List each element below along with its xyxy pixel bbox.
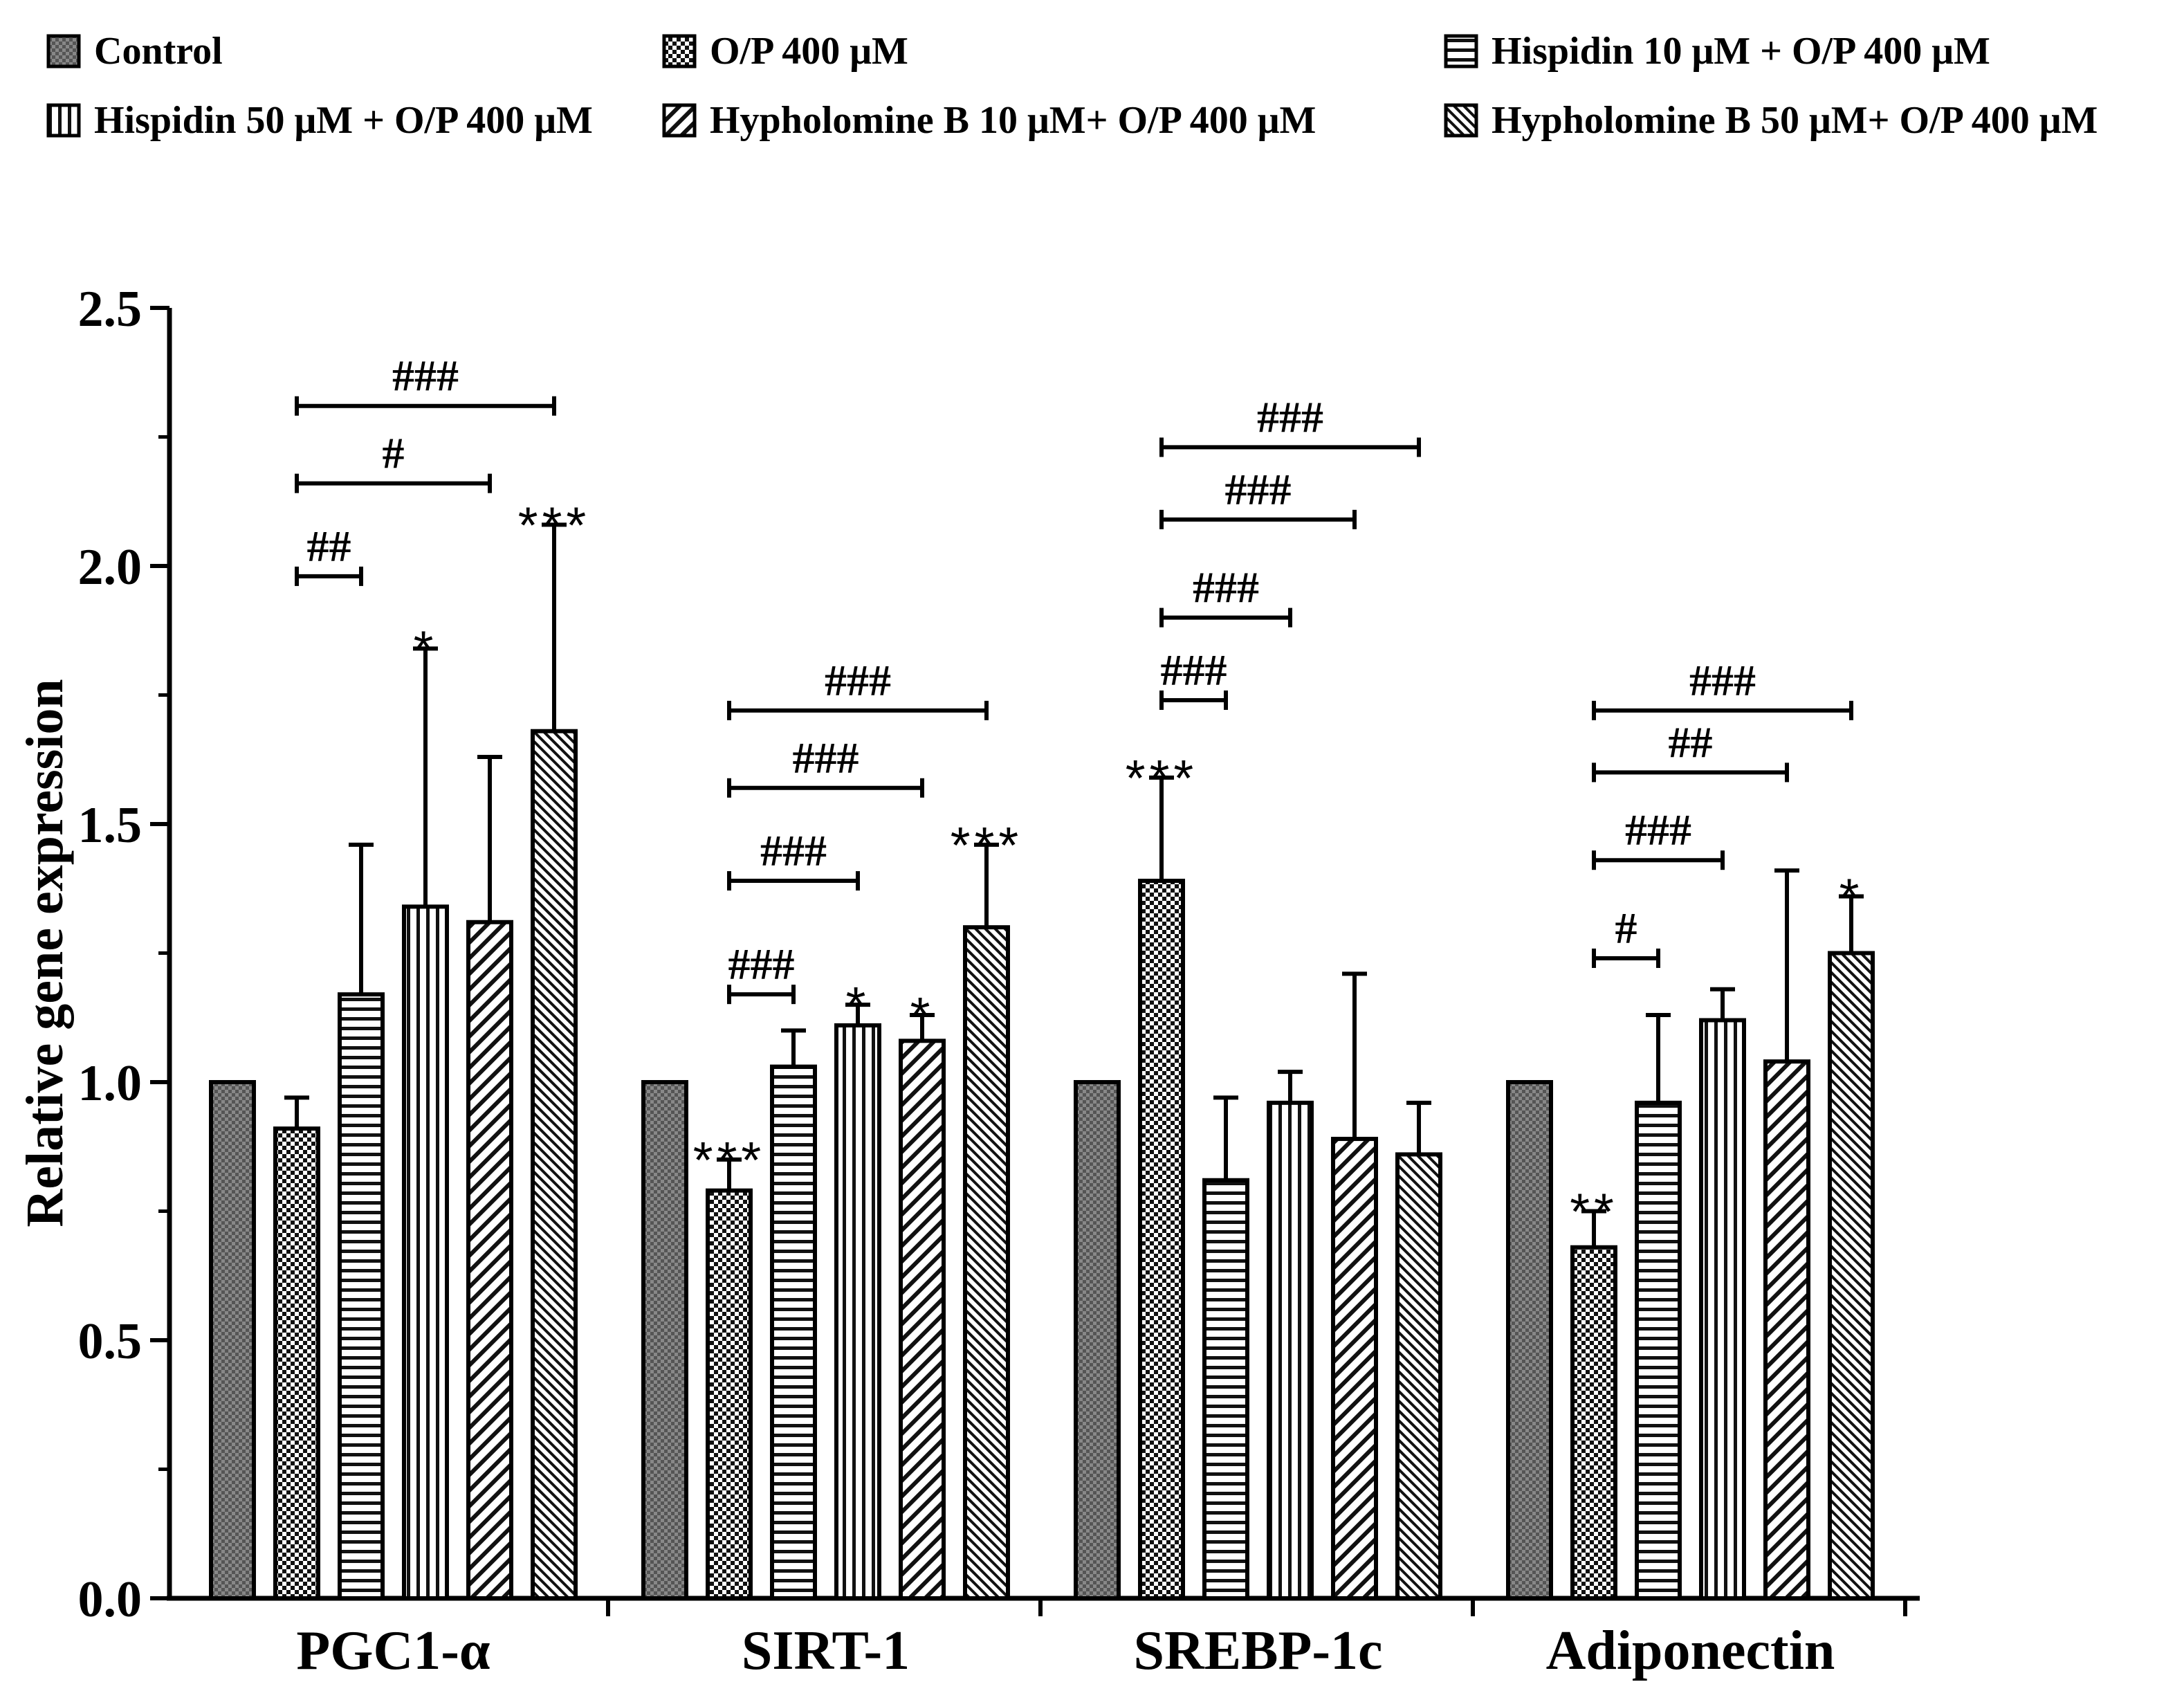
y-tick-label: 2.5 <box>78 281 143 338</box>
legend-label: Hypholomine B 10 μM+ O/P 400 μM <box>710 99 1316 142</box>
bar <box>1331 1137 1378 1601</box>
significance-star: * <box>910 987 935 1044</box>
comparison-bracket: ### <box>295 351 556 416</box>
bars <box>209 522 1875 1601</box>
bar <box>338 992 385 1601</box>
comparison-bracket: # <box>1592 904 1660 968</box>
x-category-label: PGC1-α <box>296 1620 490 1681</box>
y-tick-label: 1.5 <box>78 797 143 854</box>
legend-label: O/P 400 μM <box>710 30 908 73</box>
significance-star: *** <box>518 496 590 554</box>
legend-item: Hispidin 50 μM + O/P 400 μM <box>46 99 593 142</box>
y-tick-label: 1.0 <box>78 1055 143 1112</box>
y-tick-label: 0.0 <box>78 1571 143 1628</box>
x-category-label: Adiponectin <box>1546 1620 1835 1681</box>
bracket-label: # <box>1615 904 1637 953</box>
significance-star: *** <box>693 1131 765 1189</box>
comparison-bracket: ### <box>1159 465 1357 529</box>
legend-swatch <box>46 34 81 68</box>
axes: 0.0 0.5 1.0 1.5 2.0 2.5 PGC1-α SIRT-1 SREBP-1c Ad… <box>16 281 1920 1681</box>
bar <box>1267 1100 1314 1600</box>
legend-label: Control <box>94 30 223 73</box>
legend-item: Control <box>46 30 223 73</box>
x-category-label: SIRT-1 <box>742 1620 910 1681</box>
bracket-label: ### <box>793 733 859 783</box>
bracket-label: ### <box>760 826 827 875</box>
y-tick-label: 2.0 <box>78 539 143 596</box>
comparison-bracket: ### <box>727 733 924 798</box>
legend-swatch <box>662 103 697 138</box>
bar <box>1202 1178 1249 1600</box>
bracket-label: ### <box>392 351 459 401</box>
bracket-label: ## <box>307 522 351 571</box>
bar <box>209 1080 256 1600</box>
bar <box>531 729 578 1600</box>
comparison-bracket: ### <box>1159 563 1292 628</box>
bar <box>1763 1059 1810 1601</box>
bar <box>273 1126 320 1600</box>
comparison-bracket: ### <box>727 656 989 720</box>
legend-label: Hispidin 10 μM + O/P 400 μM <box>1492 30 1990 73</box>
bar <box>770 1064 817 1600</box>
comparison-bracket: ### <box>727 940 796 1005</box>
significance-star: ** <box>1570 1183 1618 1241</box>
legend-item: Hypholomine B 50 μM+ O/P 400 μM <box>1444 99 2098 142</box>
comparison-bracket: ### <box>1592 656 1853 720</box>
comparison-bracket: # <box>295 429 492 493</box>
significance-star: * <box>414 620 438 677</box>
annotations: ******** **********################## ####… <box>295 351 1864 1241</box>
legend-item: Hispidin 10 μM + O/P 400 μM <box>1444 30 1990 73</box>
legend-label: Hispidin 50 μM + O/P 400 μM <box>94 99 593 142</box>
bracket-label: ### <box>1257 392 1323 441</box>
bar <box>466 920 513 1600</box>
legend-item: Hypholomine B 10 μM+ O/P 400 μM <box>662 99 1316 142</box>
legend-item: O/P 400 μM <box>662 30 908 73</box>
bracket-label: ### <box>728 940 795 989</box>
bracket-label: ### <box>1161 646 1227 695</box>
comparison-bracket: ## <box>1592 718 1789 783</box>
legend: Control O/P 400 μM Hispidin 10 μM + O/P 40… <box>46 30 2098 142</box>
bar <box>402 904 449 1600</box>
bracket-label: ### <box>825 656 891 705</box>
y-axis-label: Relative gene expression <box>16 679 74 1227</box>
bar <box>1699 1018 1746 1600</box>
comparison-bracket: ## <box>295 522 363 586</box>
legend-swatch <box>1444 103 1478 138</box>
comparison-bracket: ### <box>1159 392 1421 457</box>
significance-star: *** <box>951 816 1022 874</box>
bracket-label: ### <box>1689 656 1756 705</box>
bar <box>1828 951 1875 1600</box>
bar <box>1074 1080 1121 1600</box>
bar <box>1635 1100 1682 1600</box>
bracket-label: ### <box>1193 563 1259 612</box>
bar <box>1506 1080 1553 1600</box>
bracket-label: ### <box>1225 465 1292 514</box>
y-tick-label: 0.5 <box>78 1313 143 1370</box>
bar <box>1138 879 1185 1600</box>
bar <box>706 1188 753 1601</box>
significance-star: * <box>1839 868 1864 925</box>
bracket-label: # <box>383 429 405 478</box>
bar <box>1570 1245 1617 1600</box>
bar <box>834 1023 881 1600</box>
significance-star: *** <box>1126 749 1197 807</box>
x-category-label: SREBP-1c <box>1134 1620 1383 1681</box>
legend-swatch <box>662 34 697 68</box>
comparison-bracket: ### <box>1159 646 1228 710</box>
bar <box>1395 1152 1442 1600</box>
comparison-bracket: ### <box>727 826 860 891</box>
bar <box>641 1080 688 1600</box>
legend-swatch <box>1444 34 1478 68</box>
significance-star: * <box>846 976 870 1034</box>
bar <box>963 925 1010 1600</box>
legend-swatch <box>46 103 81 138</box>
bar <box>899 1039 946 1600</box>
bracket-label: ### <box>1625 805 1691 854</box>
legend-label: Hypholomine B 50 μM+ O/P 400 μM <box>1492 99 2098 142</box>
comparison-bracket: ### <box>1592 805 1725 870</box>
bracket-label: ## <box>1669 718 1713 767</box>
